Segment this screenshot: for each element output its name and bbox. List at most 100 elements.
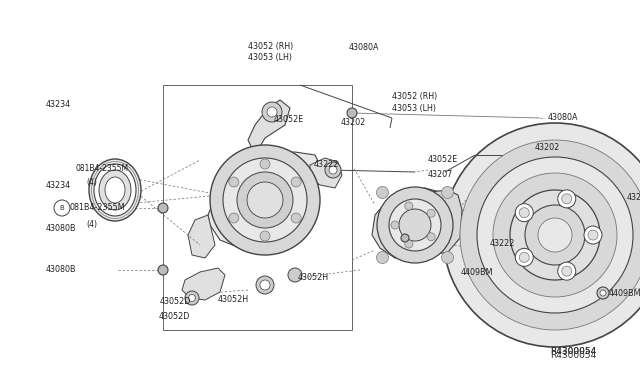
Text: 43053 (LH): 43053 (LH) — [248, 53, 292, 62]
Circle shape — [158, 203, 168, 213]
Ellipse shape — [94, 164, 136, 216]
Text: 4409BM: 4409BM — [609, 289, 640, 298]
Circle shape — [229, 213, 239, 223]
Circle shape — [189, 295, 195, 301]
Text: 43234: 43234 — [46, 180, 71, 189]
Circle shape — [291, 177, 301, 187]
Circle shape — [557, 190, 576, 208]
Circle shape — [325, 162, 341, 178]
Bar — [163, 85, 352, 330]
Circle shape — [597, 287, 609, 299]
Polygon shape — [430, 190, 462, 255]
Polygon shape — [188, 215, 215, 258]
Circle shape — [443, 123, 640, 347]
Polygon shape — [182, 268, 225, 300]
Circle shape — [247, 182, 283, 218]
Text: (4): (4) — [86, 178, 97, 187]
Text: 43052E: 43052E — [428, 155, 458, 164]
Circle shape — [376, 186, 388, 199]
Circle shape — [515, 248, 533, 266]
Circle shape — [427, 209, 435, 217]
Circle shape — [256, 276, 274, 294]
Circle shape — [229, 177, 239, 187]
Ellipse shape — [99, 170, 131, 210]
Circle shape — [399, 209, 431, 241]
Text: R4300054: R4300054 — [550, 347, 596, 356]
Circle shape — [588, 230, 598, 240]
Text: 43207: 43207 — [627, 193, 640, 202]
Text: B: B — [60, 205, 65, 211]
Text: 43052 (RH): 43052 (RH) — [392, 93, 437, 102]
Circle shape — [329, 166, 337, 174]
Text: (4): (4) — [86, 221, 97, 230]
Circle shape — [525, 205, 585, 265]
Circle shape — [237, 172, 293, 228]
Ellipse shape — [105, 177, 125, 203]
Circle shape — [493, 173, 617, 297]
Circle shape — [260, 231, 270, 241]
Text: 43052H: 43052H — [218, 295, 249, 304]
Circle shape — [185, 291, 199, 305]
Polygon shape — [372, 188, 448, 258]
Circle shape — [600, 290, 606, 296]
Ellipse shape — [526, 163, 548, 308]
Circle shape — [562, 266, 572, 276]
Text: 43222: 43222 — [490, 238, 515, 247]
Text: 43207: 43207 — [428, 170, 452, 179]
Circle shape — [477, 157, 633, 313]
Circle shape — [557, 262, 576, 280]
Text: 081B4-2355M: 081B4-2355M — [70, 203, 125, 212]
Circle shape — [510, 190, 600, 280]
Text: R4300054: R4300054 — [550, 347, 596, 356]
Circle shape — [288, 268, 302, 282]
Text: 43080A: 43080A — [349, 43, 380, 52]
Circle shape — [519, 252, 529, 262]
Text: 081B4-2355M: 081B4-2355M — [76, 164, 129, 173]
Text: 43052E: 43052E — [274, 115, 304, 124]
Text: 43053 (LH): 43053 (LH) — [392, 105, 436, 113]
Circle shape — [54, 200, 70, 216]
Text: 43080B: 43080B — [46, 224, 77, 233]
Circle shape — [158, 265, 168, 275]
Circle shape — [262, 102, 282, 122]
Circle shape — [377, 187, 453, 263]
Polygon shape — [248, 100, 290, 155]
Circle shape — [401, 234, 409, 242]
Text: R4300054: R4300054 — [550, 350, 596, 359]
Ellipse shape — [89, 159, 141, 221]
Text: 43234: 43234 — [46, 100, 71, 109]
Circle shape — [460, 140, 640, 330]
Circle shape — [442, 251, 454, 263]
Text: 43202: 43202 — [535, 144, 560, 153]
Text: 43080A: 43080A — [548, 113, 579, 122]
Text: 43052H: 43052H — [298, 273, 329, 282]
Text: 4409BM: 4409BM — [461, 268, 493, 277]
Circle shape — [291, 213, 301, 223]
Circle shape — [260, 280, 270, 290]
Text: 43080B: 43080B — [46, 266, 77, 275]
Text: 43052D: 43052D — [160, 298, 191, 307]
Circle shape — [260, 159, 270, 169]
Circle shape — [442, 186, 454, 199]
Text: 43202: 43202 — [341, 118, 366, 126]
Circle shape — [267, 107, 277, 117]
Circle shape — [376, 251, 388, 263]
Text: 43222: 43222 — [314, 160, 339, 169]
Text: 43052D: 43052D — [159, 312, 190, 321]
Circle shape — [391, 221, 399, 229]
Circle shape — [405, 202, 413, 210]
Circle shape — [538, 218, 572, 252]
Circle shape — [562, 194, 572, 204]
Circle shape — [584, 226, 602, 244]
Circle shape — [427, 233, 435, 241]
Text: 43052 (RH): 43052 (RH) — [248, 42, 294, 51]
Circle shape — [210, 145, 320, 255]
Polygon shape — [310, 158, 342, 188]
Circle shape — [515, 203, 533, 222]
Circle shape — [347, 108, 357, 118]
Polygon shape — [208, 152, 320, 248]
Circle shape — [405, 240, 413, 248]
Circle shape — [389, 199, 441, 251]
Circle shape — [223, 158, 307, 242]
Circle shape — [519, 208, 529, 218]
